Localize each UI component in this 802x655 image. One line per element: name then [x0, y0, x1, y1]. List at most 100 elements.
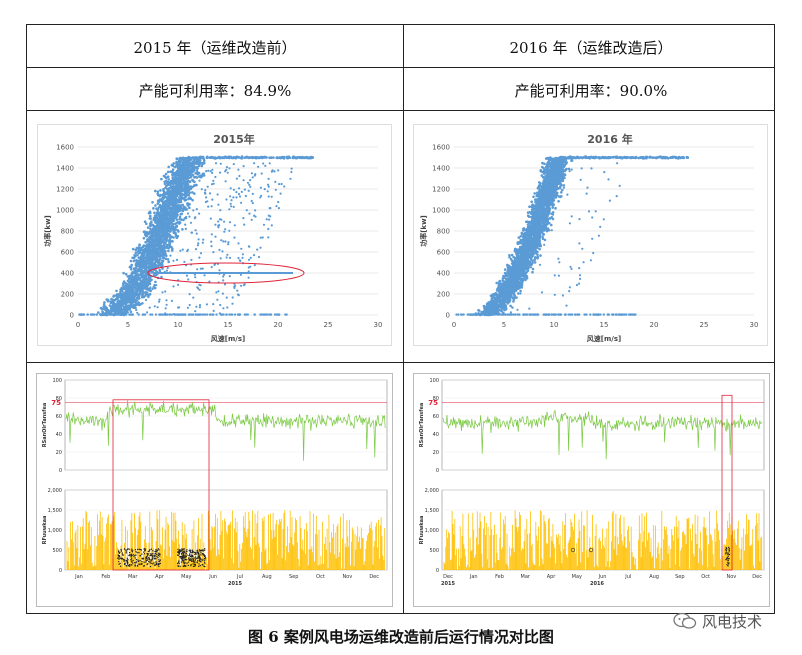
scatter-point [130, 263, 133, 267]
scatter-point [130, 285, 134, 289]
scatter-point [197, 164, 201, 168]
scatter-point [166, 266, 169, 270]
scatter-point [214, 175, 217, 179]
scatter-point [170, 218, 174, 221]
scatter-point [156, 199, 160, 202]
scatter-point [198, 306, 201, 309]
scatter-point [245, 156, 249, 159]
scatter-point [151, 260, 154, 263]
scatter-point [157, 212, 161, 216]
scatter-point [133, 268, 136, 271]
scatter-point [232, 156, 235, 160]
scatter-point [519, 235, 523, 238]
scatter-point [127, 283, 131, 287]
scatter-point [153, 305, 156, 308]
scatter-point [222, 279, 225, 282]
scatter-point [119, 313, 122, 316]
scatter-point [171, 197, 175, 201]
scatter-point [105, 308, 109, 312]
scatter-point [183, 193, 186, 197]
scatter-point [183, 188, 187, 192]
scatter-point [145, 222, 148, 226]
scatter-point [142, 266, 145, 269]
scatter-point [149, 313, 152, 316]
scatter-point [249, 179, 252, 182]
scatter-point [190, 231, 193, 234]
scatter-point [567, 167, 571, 171]
scatter-point [225, 256, 228, 259]
scatter-point [267, 185, 270, 188]
scatter-point [97, 311, 100, 314]
scatter-point [200, 164, 204, 168]
scatter-point [167, 210, 170, 214]
scatter-point [169, 193, 173, 196]
scatter-point [241, 156, 244, 160]
scatter-point [184, 223, 187, 226]
scatter-point [130, 294, 134, 298]
scatter-point [172, 219, 175, 223]
scatter-point [168, 241, 172, 244]
scatter-point [257, 165, 260, 168]
scatter-point [170, 299, 173, 302]
scatter-point [226, 171, 229, 174]
scatter-point [205, 303, 208, 306]
scatter-point [131, 299, 135, 302]
scatter-point [147, 287, 150, 291]
scatter-point [131, 247, 135, 251]
scatter-point [133, 259, 136, 262]
scatter-point [229, 202, 232, 205]
scatter-point [265, 156, 268, 159]
scatter-point [118, 303, 122, 307]
scatter-point [244, 194, 247, 198]
scatter-point [184, 162, 188, 165]
scatter-point [164, 206, 167, 210]
scatter-point [221, 292, 224, 295]
scatter-point [152, 250, 155, 254]
x-tick-label: 5 [126, 321, 130, 329]
scatter-point [198, 304, 202, 307]
scatter-point [223, 230, 226, 233]
scatter-point [259, 236, 262, 239]
scatter-point [208, 280, 211, 283]
scatter-point [111, 313, 115, 316]
scatter-point [539, 254, 542, 257]
scatter-point [243, 223, 246, 226]
scatter-point [183, 185, 187, 188]
scatter-point [182, 218, 185, 222]
scatter-point [154, 235, 157, 238]
scatter-point [270, 195, 273, 198]
scatter-point [185, 164, 189, 167]
scatter-point [149, 211, 152, 215]
scatter-point [263, 188, 266, 191]
y-tick-label: 1000 [432, 207, 450, 215]
scatter-point [264, 164, 267, 167]
scatter-point [240, 201, 243, 204]
scatter-point [178, 221, 182, 224]
scatter-point [157, 193, 160, 197]
scatter-point [181, 171, 185, 175]
scatter-point [173, 229, 177, 232]
scatter-point [141, 259, 144, 262]
scatter-point [173, 206, 176, 209]
scatter-point [508, 254, 511, 257]
y-tick-label: 0 [446, 312, 450, 320]
scatter-point [154, 231, 157, 234]
scatter-point [170, 221, 173, 225]
scatter-point [184, 227, 187, 230]
scatter-point [158, 255, 161, 258]
scatter-point [207, 205, 210, 208]
y-tick-label: 400 [437, 270, 450, 278]
scatter-point [100, 307, 104, 311]
scatter-point [176, 157, 179, 161]
scatter-point [131, 283, 135, 287]
scatter-point [209, 313, 212, 316]
scatter-point [270, 170, 273, 173]
scatter-point [166, 196, 169, 200]
scatter-point [218, 269, 221, 272]
y-tick-label: 1400 [432, 165, 450, 173]
scatter-point [158, 300, 161, 303]
scatter-point [106, 299, 110, 303]
scatter-point [185, 274, 189, 277]
scatter-point [140, 246, 143, 250]
